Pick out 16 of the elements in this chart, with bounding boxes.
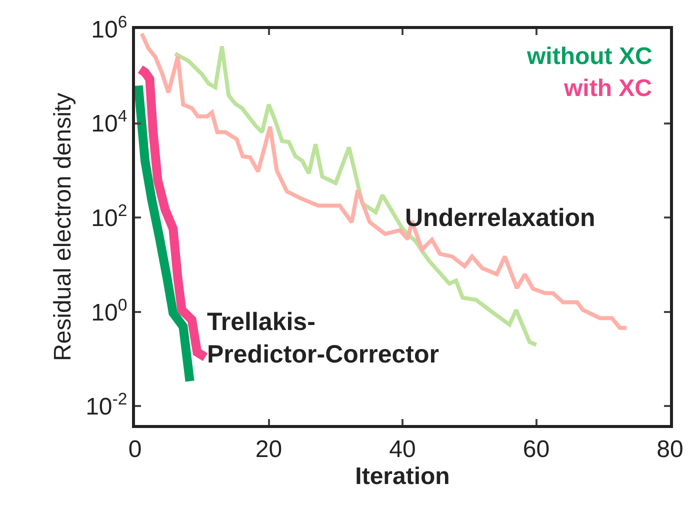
x-tick-label: 60: [522, 436, 550, 463]
x-tick-label: 40: [389, 436, 416, 463]
x-tick-label: 80: [656, 436, 684, 463]
x-tick-label: 20: [255, 436, 282, 463]
x-tick-label: 0: [128, 436, 142, 463]
text: with XC: [563, 75, 652, 102]
x-axis-title: Iteration: [355, 462, 450, 490]
y-tick-label: 10$^{6}$: [91, 12, 128, 44]
y-tick-label: 10$^{0}$: [91, 295, 128, 326]
y-tick-label: 10$^{-2}$: [86, 390, 128, 421]
y-tick-label: 10$^{2}$: [91, 200, 128, 232]
annotation: Trellakis- Predictor-Corrector: [207, 308, 440, 368]
y-tick-label: 10$^{4}$: [91, 106, 128, 138]
text: without XC: [526, 43, 652, 70]
annotation: Underrelaxation: [405, 204, 596, 232]
y-axis-title: Residual electron density: [50, 92, 77, 362]
